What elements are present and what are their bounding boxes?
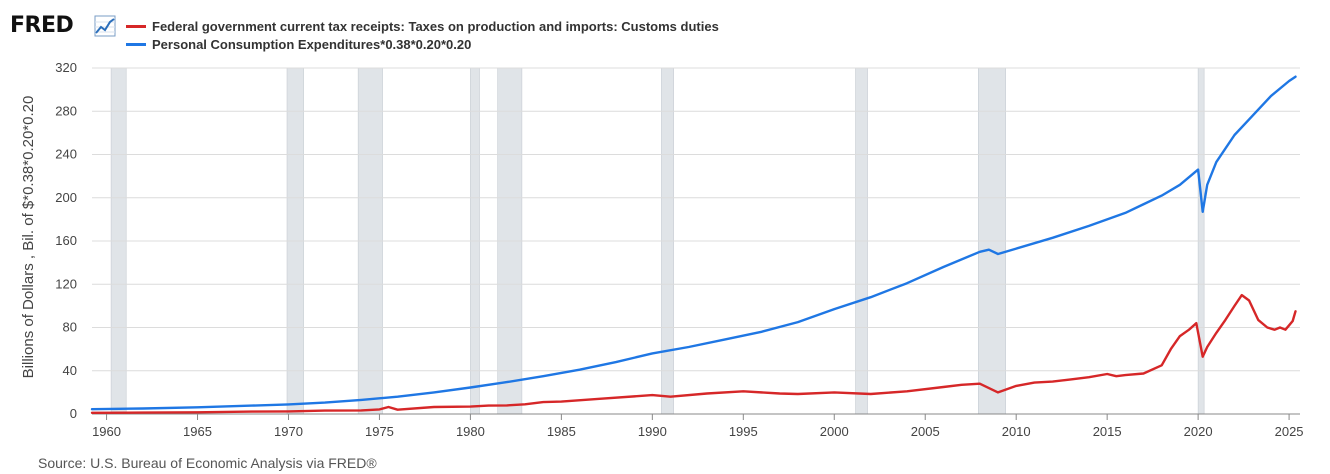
source-note: Source: U.S. Bureau of Economic Analysis… [38,455,377,471]
x-tick-label-1980: 1980 [456,424,485,439]
y-tick-label-80: 80 [63,320,77,335]
x-tick-label-1970: 1970 [274,424,303,439]
legend: Federal government current tax receipts:… [126,17,719,53]
legend-swatch-series1 [126,24,146,28]
legend-item-series2[interactable]: Personal Consumption Expenditures*0.38*0… [126,35,719,53]
x-tick-label-2015: 2015 [1093,424,1122,439]
legend-label-series2: Personal Consumption Expenditures*0.38*0… [152,36,472,52]
x-tick-label-1990: 1990 [638,424,667,439]
x-tick-label-2025: 2025 [1275,424,1304,439]
x-tick-label-1985: 1985 [547,424,576,439]
y-axis-label: Billions of Dollars , Bil. of $*0.38*0.2… [20,96,37,379]
series-line-1 [90,293,1297,414]
x-tick-label-1965: 1965 [183,424,212,439]
x-tick-label-2000: 2000 [820,424,849,439]
series-line-2 [90,75,1297,411]
legend-swatch-series2 [126,42,146,46]
y-tick-label-0: 0 [70,406,77,421]
legend-item-series1[interactable]: Federal government current tax receipts:… [126,17,719,35]
legend-label-series1: Federal government current tax receipts:… [152,18,719,34]
fred-logo[interactable]: FRED [10,13,74,38]
y-tick-label-240: 240 [55,147,77,162]
y-tick-label-120: 120 [55,276,77,291]
x-tick-label-2010: 2010 [1002,424,1031,439]
y-tick-label-320: 320 [55,60,77,75]
x-tick-label-1995: 1995 [729,424,758,439]
trend-chart-icon [94,15,116,37]
x-tick-label-1960: 1960 [92,424,121,439]
x-tick-label-2020: 2020 [1184,424,1213,439]
y-tick-label-160: 160 [55,233,77,248]
y-tick-label-40: 40 [63,363,77,378]
x-tick-label-2005: 2005 [911,424,940,439]
y-tick-label-280: 280 [55,103,77,118]
y-tick-label-200: 200 [55,190,77,205]
x-tick-label-1975: 1975 [365,424,394,439]
